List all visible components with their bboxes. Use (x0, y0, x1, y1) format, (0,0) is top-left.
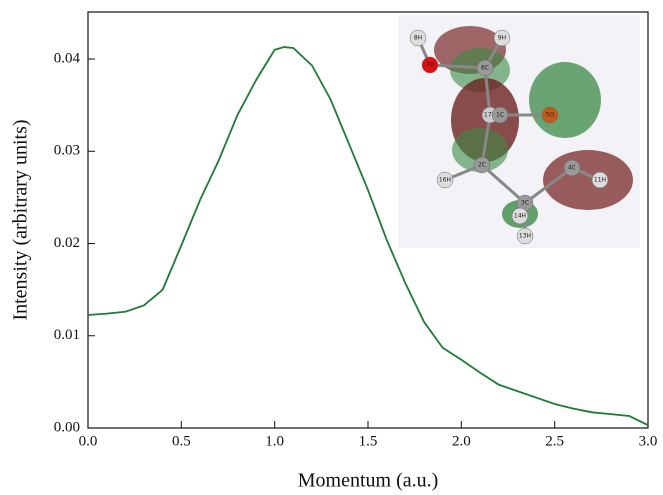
x-tick-label: 1.0 (265, 433, 284, 449)
atom (491, 106, 509, 124)
atom (541, 106, 559, 124)
atom (511, 207, 529, 225)
atom-label: 2C (478, 162, 486, 169)
atom-label: 8H (414, 35, 422, 42)
orbital-lobe (529, 62, 601, 138)
inset-molecule: 8H 7O 9H 6C 17H 1C 5O 2C 16H 4C 11H 3C 14H 13H (398, 15, 640, 248)
x-axis-label: Momentum (a.u.) (298, 470, 439, 492)
atom-label: 11H (594, 177, 606, 184)
x-tick-label: 2.0 (452, 433, 471, 449)
data-line (87, 46, 649, 427)
atom-label: 6C (481, 65, 489, 72)
x-tick-label: 0.0 (79, 433, 98, 449)
y-tick-label: 0.01 (54, 327, 80, 343)
x-tick-label: 3.0 (639, 433, 658, 449)
y-tick-label: 0.02 (54, 235, 80, 251)
atom-label: 4C (568, 165, 576, 172)
orbital-lobe (452, 128, 508, 172)
atom-label: 5O (546, 112, 555, 119)
atom-label: 16H (439, 177, 451, 184)
x-tick-label: 1.5 (359, 433, 378, 449)
atom-label: 3C (521, 200, 529, 207)
y-axis-label: Intensity (arbitrary units) (10, 119, 32, 320)
atom (516, 227, 534, 245)
atom (409, 29, 427, 47)
atom-label: 9H (498, 35, 506, 42)
atom (473, 156, 491, 174)
x-tick-label: 0.5 (172, 433, 191, 449)
atom (421, 56, 439, 74)
y-tick-label: 0.03 (54, 143, 80, 159)
atom (476, 59, 494, 77)
x-tick-label: 2.5 (545, 433, 564, 449)
atom-label: 7O (426, 62, 435, 69)
atom-label: 1C (496, 112, 504, 119)
y-tick-label: 0.00 (54, 419, 80, 435)
atom-label: 14H (514, 213, 526, 220)
atom-label: 17H (484, 112, 496, 119)
atom-label: 13H (519, 233, 531, 240)
atom (436, 171, 454, 189)
y-tick-label: 0.04 (54, 50, 81, 66)
atom (493, 29, 511, 47)
atom (591, 171, 609, 189)
atom (563, 159, 581, 177)
